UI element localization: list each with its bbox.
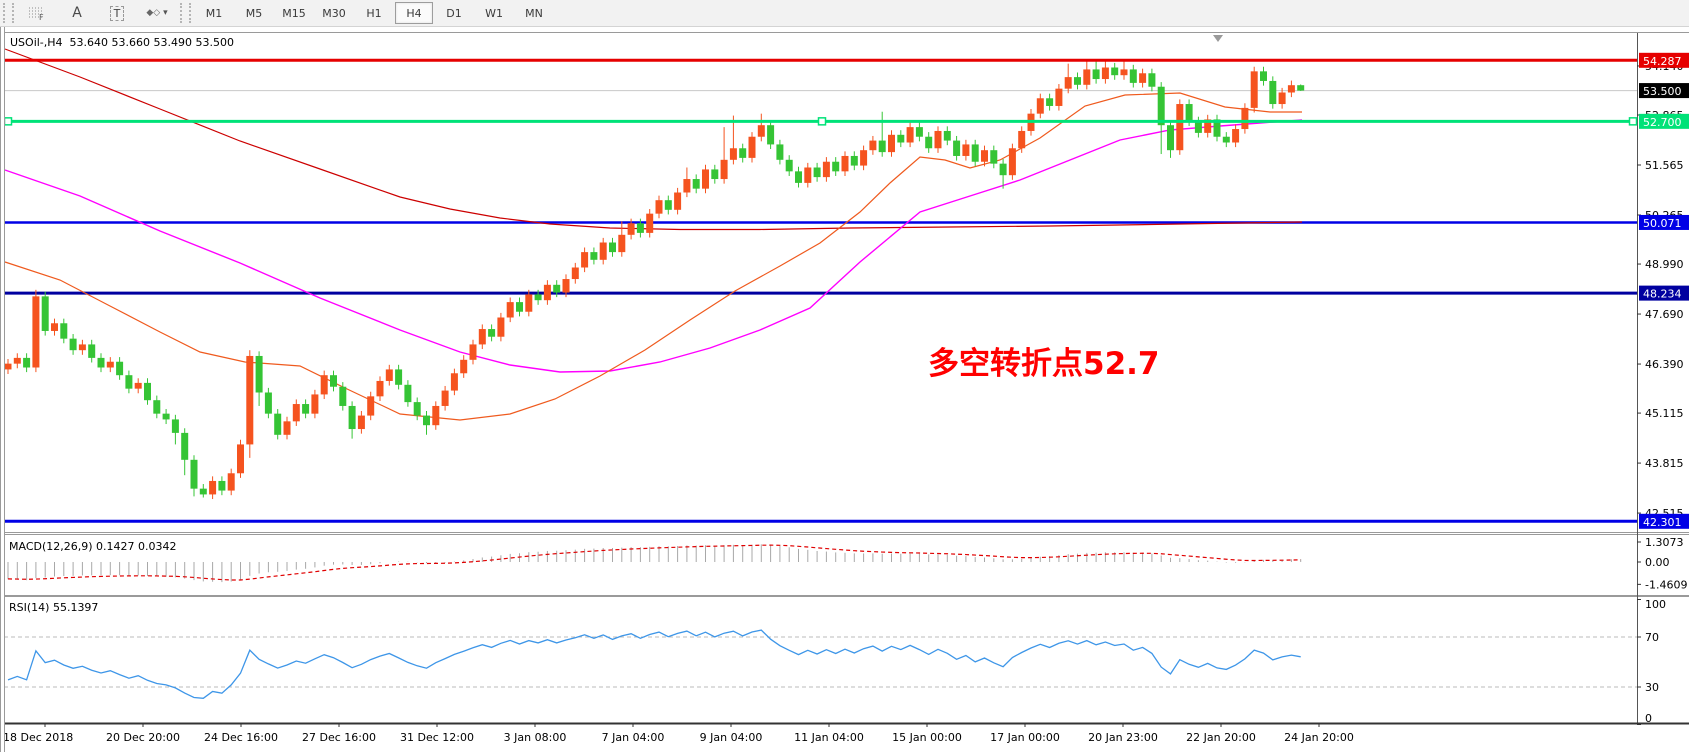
- svg-text:46.390: 46.390: [1645, 358, 1684, 371]
- rsi-panel[interactable]: 100 70 30 0: [4, 598, 1666, 725]
- cursor-mode-icon[interactable]: ◆◇ ▾: [138, 2, 176, 24]
- time-axis[interactable]: 18 Dec 2018 20 Dec 20:00 24 Dec 16:00 27 De…: [3, 723, 1354, 744]
- timeframe-button-w1[interactable]: W1: [485, 6, 503, 20]
- svg-text:20 Dec 20:00: 20 Dec 20:00: [106, 731, 180, 744]
- svg-text:11 Jan 04:00: 11 Jan 04:00: [794, 731, 864, 744]
- fast-ma-orange: [4, 92, 1302, 421]
- slow-ma-red: [4, 48, 1303, 231]
- svg-text:22 Jan 20:00: 22 Jan 20:00: [1186, 731, 1256, 744]
- t-glyph: T: [109, 5, 125, 21]
- svg-text:48.234: 48.234: [1643, 288, 1682, 301]
- macd-indicator-label: MACD(12,26,9) 0.1427 0.0342: [9, 540, 177, 553]
- toolbar-grip-2[interactable]: [180, 3, 191, 23]
- svg-text:24 Dec 16:00: 24 Dec 16:00: [204, 731, 278, 744]
- svg-text:43.815: 43.815: [1645, 457, 1684, 470]
- toolbar-grip[interactable]: [3, 3, 14, 23]
- svg-text:42.301: 42.301: [1643, 516, 1682, 529]
- svg-text:27 Dec 16:00: 27 Dec 16:00: [302, 731, 376, 744]
- main-price-panel[interactable]: [3, 48, 1638, 523]
- label-a-icon[interactable]: A: [72, 5, 82, 21]
- window-left-edge: [0, 26, 5, 752]
- svg-text:50.071: 50.071: [1643, 217, 1682, 230]
- dropdown-arrow-icon: ▾: [163, 8, 168, 18]
- text-box-icon[interactable]: T: [98, 2, 136, 24]
- macd-signal-line: [7, 544, 1301, 581]
- panel-frames: [0, 32, 1689, 725]
- diamond-glyphs: ◆◇: [146, 8, 161, 18]
- svg-text:20 Jan 23:00: 20 Jan 23:00: [1088, 731, 1158, 744]
- timeframe-button-group: M1 M5 M15 M30 H1 H4 D1 W1 MN: [194, 2, 554, 24]
- svg-text:54.287: 54.287: [1643, 55, 1682, 68]
- dotted-grid-f-icon[interactable]: F: [18, 2, 56, 24]
- rsi-indicator-label: RSI(14) 55.1397: [9, 601, 99, 614]
- svg-text:-1.4609: -1.4609: [1645, 578, 1687, 591]
- timeframe-button-d1[interactable]: D1: [446, 6, 462, 20]
- svg-text:47.690: 47.690: [1645, 308, 1684, 321]
- timeframe-button-m5[interactable]: M5: [245, 6, 263, 20]
- hline-anchor[interactable]: [3, 117, 13, 126]
- timeframe-button-m1[interactable]: M1: [205, 6, 223, 20]
- rsi-line: [7, 629, 1301, 699]
- timeframe-button-h4[interactable]: H4: [395, 2, 433, 24]
- svg-text:30: 30: [1645, 681, 1659, 694]
- chart-shift-marker[interactable]: [1213, 35, 1223, 42]
- timeframe-button-h1[interactable]: H1: [366, 6, 382, 20]
- svg-text:31 Dec 12:00: 31 Dec 12:00: [400, 731, 474, 744]
- svg-text:100: 100: [1645, 598, 1666, 611]
- svg-text:9 Jan 04:00: 9 Jan 04:00: [700, 731, 763, 744]
- price-scale[interactable]: 54.14052.86551.56550.26548.99047.69046.3…: [1637, 52, 1689, 529]
- svg-text:24 Jan 20:00: 24 Jan 20:00: [1284, 731, 1354, 744]
- svg-text:52.700: 52.700: [1643, 116, 1682, 129]
- svg-text:0: 0: [1645, 712, 1652, 725]
- svg-text:3 Jan 08:00: 3 Jan 08:00: [504, 731, 567, 744]
- svg-text:18 Dec 2018: 18 Dec 2018: [3, 731, 73, 744]
- svg-text:F: F: [39, 13, 44, 21]
- svg-text:0.00: 0.00: [1645, 556, 1670, 569]
- symbol-ohlc-header: USOil-,H4 53.640 53.660 53.490 53.500: [10, 36, 234, 49]
- timeframe-button-m15[interactable]: M15: [282, 6, 306, 20]
- svg-text:17 Jan 00:00: 17 Jan 00:00: [990, 731, 1060, 744]
- toolbar: F A T ◆◇ ▾ M1 M5 M15 M30 H1 H4 D1 W1 MN: [0, 0, 1689, 27]
- svg-text:1.3073: 1.3073: [1645, 536, 1684, 549]
- svg-text:48.990: 48.990: [1645, 258, 1684, 271]
- candlesticks: [4, 59, 1305, 500]
- chart-annotation-text[interactable]: 多空转折点52.7: [928, 346, 1160, 382]
- svg-text:51.565: 51.565: [1645, 159, 1684, 172]
- timeframe-button-mn[interactable]: MN: [525, 6, 543, 20]
- mid-ma-magenta: [4, 119, 1303, 373]
- timeframe-button-m30[interactable]: M30: [322, 6, 346, 20]
- hline-anchor[interactable]: [1628, 117, 1638, 126]
- svg-text:7 Jan 04:00: 7 Jan 04:00: [602, 731, 665, 744]
- svg-text:53.500: 53.500: [1643, 85, 1682, 98]
- hline-anchor[interactable]: [817, 117, 827, 126]
- macd-panel[interactable]: 1.3073 0.00 -1.4609: [7, 536, 1687, 591]
- svg-text:70: 70: [1645, 631, 1659, 644]
- svg-text:15 Jan 00:00: 15 Jan 00:00: [892, 731, 962, 744]
- svg-text:45.115: 45.115: [1645, 407, 1684, 420]
